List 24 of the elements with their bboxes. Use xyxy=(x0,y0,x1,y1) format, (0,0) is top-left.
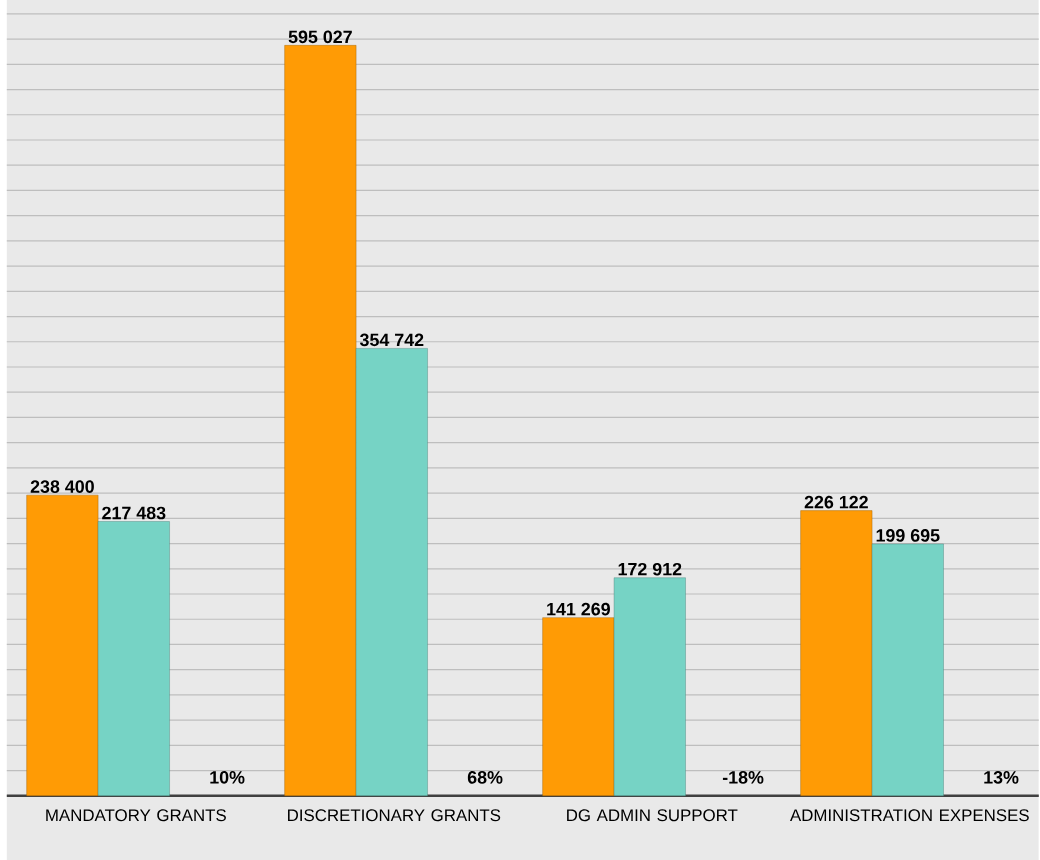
data-label: 141 269 xyxy=(547,602,610,616)
data-label: 354 742 xyxy=(359,333,424,347)
x-tick-label: DISCRETIONARY GRANTS xyxy=(288,809,501,822)
x-tick-label: MANDATORY GRANTS xyxy=(46,809,226,822)
data-label: 172 912 xyxy=(618,562,682,576)
bar xyxy=(355,348,428,796)
data-label: 238 400 xyxy=(30,480,94,493)
annotation: 10% xyxy=(210,770,245,784)
data-label: 199 695 xyxy=(876,528,940,542)
bar xyxy=(97,521,170,796)
data-label: 226 122 xyxy=(804,495,868,509)
x-tick-label: DG ADMIN SUPPORT xyxy=(567,809,738,822)
bar xyxy=(613,577,686,796)
annotation: 68% xyxy=(467,770,503,784)
bar xyxy=(871,543,944,796)
bar xyxy=(800,510,873,796)
bar xyxy=(26,494,99,796)
bar xyxy=(542,617,615,796)
data-label: 595 027 xyxy=(288,30,352,44)
bar xyxy=(284,45,357,796)
data-label: 217 483 xyxy=(102,506,166,520)
annotation: -18% xyxy=(722,770,764,784)
x-tick-label: ADMINISTRATION EXPENSES xyxy=(789,809,1029,822)
annotation: 13% xyxy=(984,770,1019,784)
